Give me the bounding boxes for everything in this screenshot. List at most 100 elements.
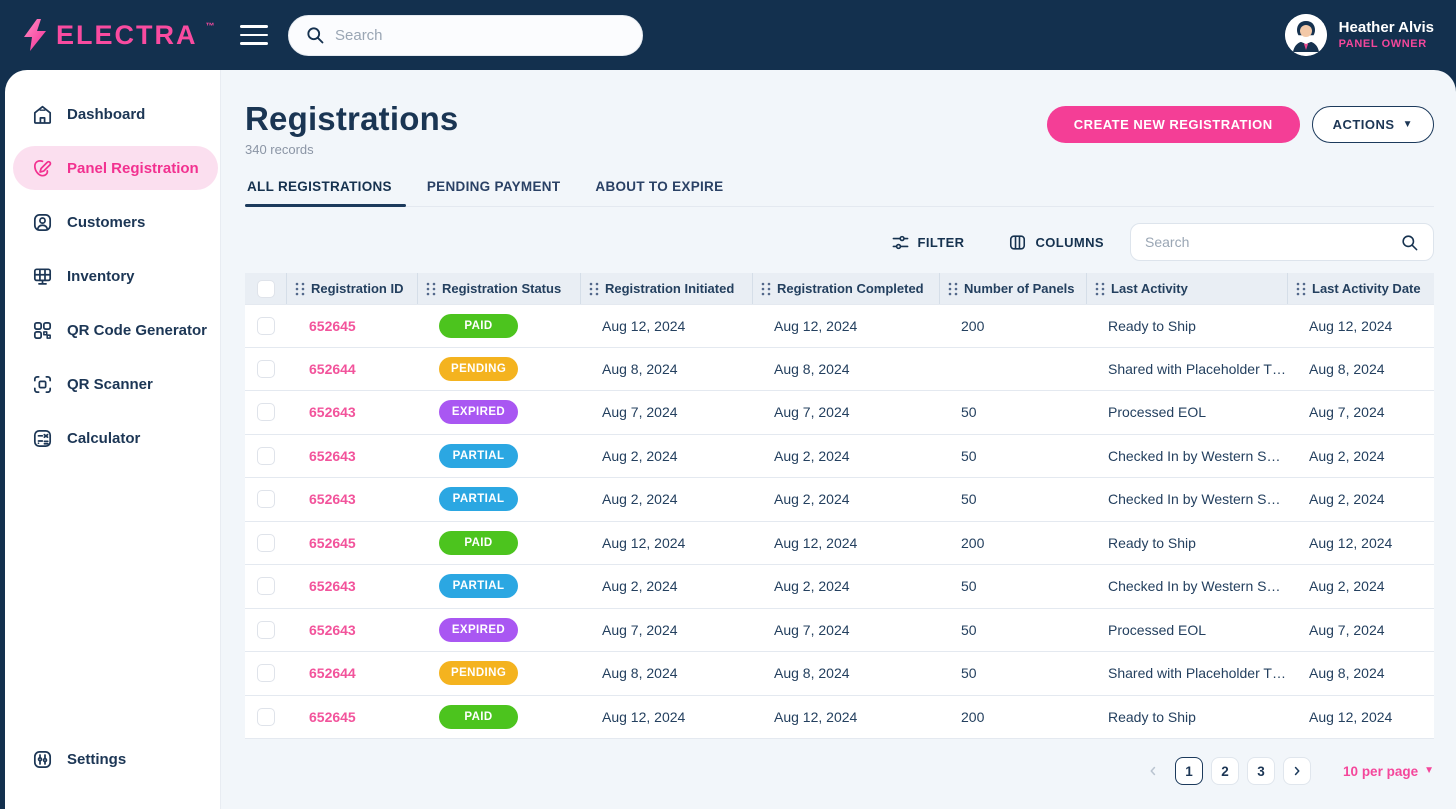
sidebar-item-calculator[interactable]: Calculator xyxy=(13,416,218,460)
pagination: 1 2 3 10 per page ▼ xyxy=(245,757,1434,785)
user-menu[interactable]: Heather Alvis PANEL OWNER xyxy=(1284,14,1456,56)
column-header[interactable]: Last Activity Date xyxy=(1288,273,1434,304)
column-header[interactable]: Registration Status xyxy=(418,273,581,304)
drag-handle-icon[interactable] xyxy=(589,282,599,296)
row-checkbox[interactable] xyxy=(257,490,275,509)
drag-handle-icon[interactable] xyxy=(1296,282,1306,296)
avatar[interactable] xyxy=(1284,14,1327,56)
columns-label: COLUMNS xyxy=(1035,234,1104,250)
last-activity-cell: Checked In by Western S… xyxy=(1108,491,1281,508)
actions-button[interactable]: ACTIONS ▼ xyxy=(1311,106,1434,143)
registration-completed-cell: Aug 2, 2024 xyxy=(774,578,850,595)
table-search-input[interactable] xyxy=(1145,234,1390,250)
calculator-icon xyxy=(31,427,54,450)
tab-all-registrations[interactable]: ALL REGISTRATIONS xyxy=(245,173,406,207)
previous-page-button[interactable] xyxy=(1139,757,1167,785)
caret-down-icon: ▼ xyxy=(1424,765,1434,776)
row-checkbox[interactable] xyxy=(257,664,275,683)
status-badge: PAID xyxy=(439,704,518,729)
number-of-panels-cell: 50 xyxy=(961,621,977,638)
search-icon xyxy=(305,25,325,45)
table-toolbar: FILTER COLUMNS xyxy=(245,223,1434,261)
caret-down-icon: ▼ xyxy=(1402,118,1413,130)
row-checkbox[interactable] xyxy=(257,620,275,639)
column-header[interactable]: Registration Completed xyxy=(753,273,940,304)
sidebar-item-label: QR Code Generator xyxy=(67,321,208,339)
drag-handle-icon[interactable] xyxy=(948,282,958,296)
drag-handle-icon[interactable] xyxy=(1095,282,1105,296)
sidebar: Dashboard Panel Registration Customers I… xyxy=(5,70,221,809)
registration-initiated-cell: Aug 2, 2024 xyxy=(602,578,678,595)
last-activity-cell: Checked In by Western S… xyxy=(1108,447,1281,464)
registration-id-link[interactable]: 652645 xyxy=(309,317,356,334)
row-checkbox[interactable] xyxy=(257,707,275,726)
column-header[interactable]: Last Activity xyxy=(1087,273,1288,304)
select-all-checkbox[interactable] xyxy=(256,279,275,298)
registration-status-cell: PAID xyxy=(418,530,581,555)
sidebar-item-dashboard[interactable]: Dashboard xyxy=(13,92,218,136)
table-row: 652645 PAID Aug 12, 2024 Aug 12, 2024 200 Rea… xyxy=(245,695,1434,739)
sidebar-item-qr-code-generator[interactable]: QR Code Generator xyxy=(13,308,218,352)
row-checkbox[interactable] xyxy=(257,359,275,378)
filter-button[interactable]: FILTER xyxy=(891,233,965,252)
row-checkbox[interactable] xyxy=(257,403,275,422)
last-activity-cell: Checked In by Western S… xyxy=(1108,578,1281,595)
status-badge: PAID xyxy=(439,530,518,555)
home-icon xyxy=(31,103,54,126)
column-header[interactable]: Number of Panels xyxy=(940,273,1087,304)
drag-handle-icon[interactable] xyxy=(295,282,305,296)
column-header[interactable]: Registration ID xyxy=(287,273,418,304)
next-page-button[interactable] xyxy=(1283,757,1312,785)
number-of-panels-cell: 50 xyxy=(961,578,977,595)
per-page-selector[interactable]: 10 per page ▼ xyxy=(1343,764,1434,779)
registration-id-link[interactable]: 652643 xyxy=(309,621,356,638)
registration-initiated-cell: Aug 12, 2024 xyxy=(602,317,686,334)
tab-pending-payment[interactable]: PENDING PAYMENT xyxy=(425,173,563,206)
row-checkbox[interactable] xyxy=(257,533,275,552)
table-search[interactable] xyxy=(1130,223,1434,261)
brand-trademark: ™ xyxy=(205,21,215,31)
row-checkbox[interactable] xyxy=(257,577,275,596)
brand-logo[interactable]: ELECTRA ™ xyxy=(0,18,216,52)
create-new-registration-button[interactable]: CREATE NEW REGISTRATION xyxy=(1046,106,1300,143)
sidebar-item-customers[interactable]: Customers xyxy=(13,200,218,244)
registration-id-link[interactable]: 652644 xyxy=(309,665,356,682)
registration-id-link[interactable]: 652645 xyxy=(309,708,356,725)
registration-status-cell: PAID xyxy=(418,704,581,729)
columns-button[interactable]: COLUMNS xyxy=(1008,233,1104,252)
row-select-cell xyxy=(245,446,287,465)
page-button-3[interactable]: 3 xyxy=(1247,757,1276,785)
brand-name: ELECTRA xyxy=(56,20,198,50)
tab-about-to-expire[interactable]: ABOUT TO EXPIRE xyxy=(593,173,725,206)
registration-status-cell: PENDING xyxy=(418,661,581,686)
drag-handle-icon[interactable] xyxy=(761,282,771,296)
global-search[interactable] xyxy=(288,14,643,56)
registration-status-cell: PARTIAL xyxy=(418,487,581,512)
sidebar-item-panel-registration[interactable]: Panel Registration xyxy=(13,146,218,190)
sidebar-item-inventory[interactable]: Inventory xyxy=(13,254,218,298)
global-search-input[interactable] xyxy=(335,26,626,44)
registrations-table: Registration ID Registration Status Regist… xyxy=(245,273,1434,739)
sidebar-item-qr-scanner[interactable]: QR Scanner xyxy=(13,362,218,406)
registration-id-link[interactable]: 652644 xyxy=(309,360,356,377)
page-button-1[interactable]: 1 xyxy=(1175,757,1204,785)
page-button-2[interactable]: 2 xyxy=(1211,757,1240,785)
registration-id-link[interactable]: 652643 xyxy=(309,447,356,464)
qr-code-icon xyxy=(31,319,54,342)
drag-handle-icon[interactable] xyxy=(426,282,436,296)
registration-id-link[interactable]: 652643 xyxy=(309,491,356,508)
registration-completed-cell: Aug 7, 2024 xyxy=(774,621,850,638)
registration-id-link[interactable]: 652643 xyxy=(309,578,356,595)
number-of-panels-cell: 200 xyxy=(961,317,985,334)
last-activity-date-cell: Aug 12, 2024 xyxy=(1309,317,1393,334)
search-icon xyxy=(1400,233,1419,252)
registration-id-link[interactable]: 652643 xyxy=(309,404,356,421)
registration-id-link[interactable]: 652645 xyxy=(309,534,356,551)
registration-status-cell: PARTIAL xyxy=(418,443,581,468)
sidebar-item-settings[interactable]: Settings xyxy=(13,737,218,781)
row-checkbox[interactable] xyxy=(257,446,275,465)
column-header[interactable]: Registration Initiated xyxy=(581,273,753,304)
hamburger-menu-icon[interactable] xyxy=(240,25,268,45)
sidebar-bottom: Settings xyxy=(5,737,220,791)
row-checkbox[interactable] xyxy=(257,316,275,335)
